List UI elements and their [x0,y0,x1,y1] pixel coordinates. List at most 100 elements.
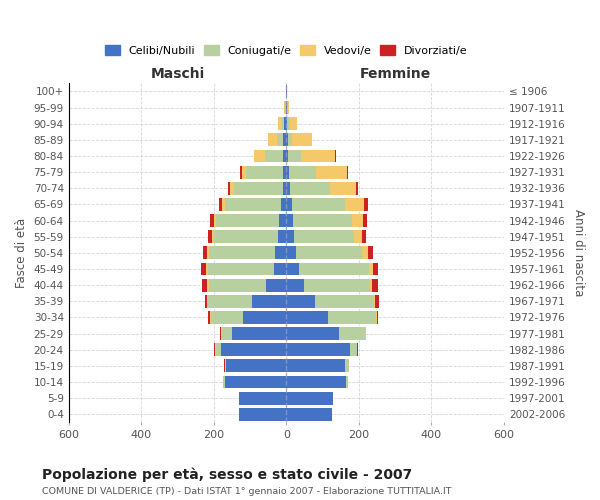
Bar [254,150,265,162]
Bar [347,166,349,178]
Bar [214,230,278,243]
Bar [368,246,373,260]
Bar [277,134,283,146]
Bar [293,214,352,227]
Bar [207,295,208,308]
Bar [240,166,242,178]
Bar [275,246,286,260]
Bar [226,360,286,372]
Bar [286,311,328,324]
Bar [339,327,365,340]
Bar [278,230,286,243]
Bar [202,278,207,291]
Bar [366,327,367,340]
Bar [209,246,275,260]
Bar [234,182,283,194]
Bar [208,230,212,243]
Bar [286,344,350,356]
Bar [219,198,223,211]
Bar [283,134,286,146]
Bar [292,134,313,146]
Y-axis label: Fasce di età: Fasce di età [15,218,28,288]
Bar [283,166,286,178]
Bar [268,134,277,146]
Bar [376,311,377,324]
Bar [288,134,292,146]
Bar [287,117,290,130]
Bar [345,360,349,372]
Bar [220,327,221,340]
Bar [247,166,283,178]
Bar [210,214,214,227]
Bar [316,166,347,178]
Bar [285,101,286,114]
Bar [278,117,281,130]
Bar [203,246,207,260]
Bar [281,117,284,130]
Bar [301,150,335,162]
Bar [208,262,274,276]
Bar [286,182,290,194]
Text: Maschi: Maschi [151,67,205,81]
Bar [288,150,301,162]
Bar [365,327,366,340]
Bar [286,246,296,260]
Bar [316,295,374,308]
Bar [286,198,292,211]
Bar [252,295,286,308]
Bar [286,392,334,404]
Bar [346,198,364,211]
Bar [224,376,286,388]
Bar [296,246,362,260]
Bar [328,311,376,324]
Bar [362,230,366,243]
Bar [292,198,346,211]
Bar [289,166,316,178]
Text: COMUNE DI VALDERICE (TP) - Dati ISTAT 1° gennaio 2007 - Elaborazione TUTTITALIA.: COMUNE DI VALDERICE (TP) - Dati ISTAT 1°… [42,488,452,496]
Bar [330,182,356,194]
Bar [286,101,287,114]
Bar [335,150,336,162]
Bar [207,278,209,291]
Bar [286,262,299,276]
Bar [283,182,286,194]
Bar [281,198,286,211]
Bar [356,182,358,194]
Bar [209,278,266,291]
Bar [286,117,287,130]
Bar [286,360,345,372]
Bar [375,295,379,308]
Bar [223,198,224,211]
Bar [304,278,370,291]
Bar [286,134,288,146]
Text: Femmine: Femmine [359,67,431,81]
Bar [293,230,355,243]
Bar [215,214,279,227]
Bar [221,344,286,356]
Bar [287,101,288,114]
Bar [286,214,293,227]
Bar [364,198,368,211]
Bar [214,214,215,227]
Legend: Celibi/Nubili, Coniugati/e, Vedovi/e, Divorziati/e: Celibi/Nubili, Coniugati/e, Vedovi/e, Di… [102,42,471,59]
Bar [372,278,378,291]
Bar [222,327,232,340]
Bar [279,214,286,227]
Bar [374,295,375,308]
Bar [363,214,367,227]
Bar [352,214,363,227]
Bar [362,246,368,260]
Bar [286,166,289,178]
Bar [288,101,289,114]
Bar [355,230,362,243]
Bar [202,262,206,276]
Bar [205,295,207,308]
Bar [208,295,252,308]
Bar [266,278,286,291]
Bar [228,182,230,194]
Bar [207,246,209,260]
Bar [286,230,293,243]
Bar [284,117,286,130]
Bar [211,311,243,324]
Bar [239,392,286,404]
